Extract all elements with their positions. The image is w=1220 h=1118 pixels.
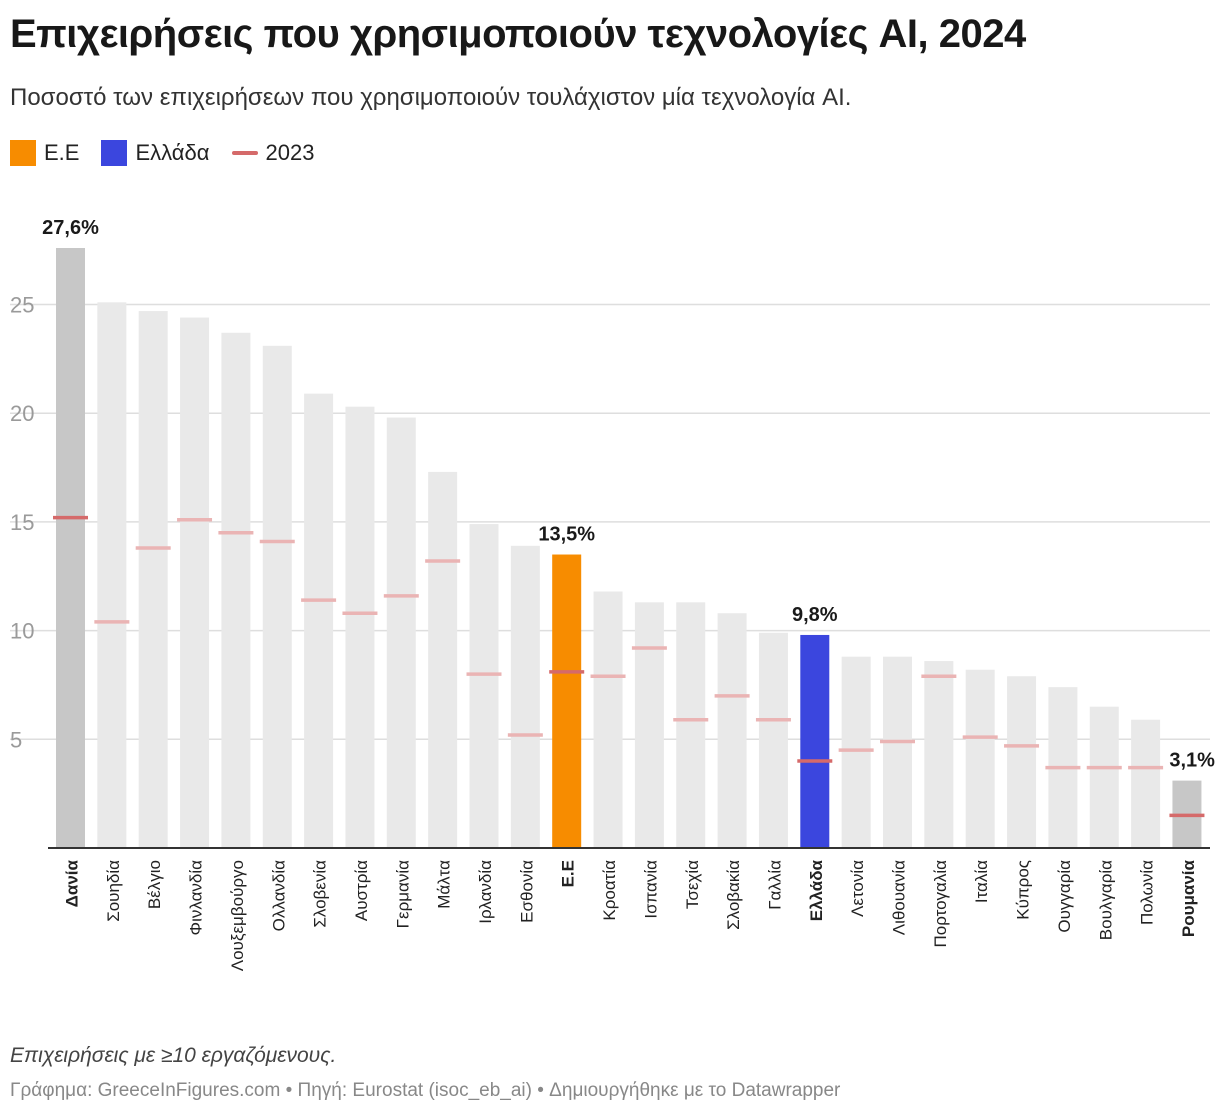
data-label: 13,5%: [538, 524, 595, 546]
legend: Ε.Ε Ελλάδα 2023: [10, 140, 336, 166]
bar: [634, 602, 664, 848]
x-tick-label: Σλοβενία: [311, 860, 330, 928]
bar: [676, 602, 706, 848]
footnote: Επιχειρήσεις με ≥10 εργαζόμενους.: [10, 1044, 337, 1067]
x-tick-label: Κροατία: [600, 860, 619, 921]
data-label: 3,1%: [1169, 750, 1215, 772]
legend-swatch-greece: [101, 140, 128, 166]
chart-title: Επιχειρήσεις που χρησιμοποιούν τεχνολογί…: [10, 12, 1026, 56]
x-tick-label: Λετονία: [848, 860, 867, 917]
bar: [180, 317, 210, 849]
bar: [138, 311, 168, 849]
bar: [593, 591, 623, 848]
y-tick-label: 20: [10, 401, 34, 426]
x-tick-label: Δανία: [63, 859, 82, 907]
x-tick-label: Μάλτα: [435, 860, 454, 909]
bar: [758, 632, 788, 848]
x-tick-label: Ολλανδία: [269, 860, 288, 932]
x-tick-label: Ισπανία: [641, 860, 660, 919]
x-tick-label: Γερμανία: [393, 860, 412, 929]
bar: [1089, 706, 1119, 848]
bar: [841, 656, 871, 848]
bar: [469, 524, 499, 848]
data-label: 9,8%: [792, 604, 838, 626]
legend-line-2023: [231, 151, 258, 155]
bar: [221, 332, 251, 848]
x-tick-label: Ρουμανία: [1179, 859, 1198, 937]
y-tick-label: 25: [10, 293, 34, 318]
x-tick-label: Αυστρία: [352, 860, 371, 921]
bar: [510, 545, 540, 848]
x-tick-label: Ιρλανδία: [476, 860, 495, 924]
x-tick-label: Βέλγιο: [145, 860, 164, 909]
x-tick-label: Σουηδία: [104, 860, 123, 922]
bar: [552, 554, 582, 848]
x-tick-label: Σλοβακία: [724, 860, 743, 930]
x-tick-label: Ιταλία: [972, 860, 991, 903]
data-label: 27,6%: [42, 217, 99, 239]
bar: [1131, 719, 1161, 848]
x-tick-label: Βουλγαρία: [1096, 860, 1115, 940]
y-tick-label: 15: [10, 510, 34, 535]
y-tick-label: 5: [10, 727, 22, 752]
bar: [800, 634, 830, 848]
legend-item-eu: Ε.Ε: [10, 140, 79, 166]
legend-swatch-eu: [10, 140, 36, 166]
legend-item-greece: Ελλάδα: [101, 140, 210, 166]
x-tick-label: Κύπρος: [1014, 860, 1033, 920]
bar: [56, 248, 85, 848]
x-tick-label: Ουγγαρία: [1055, 860, 1074, 933]
x-tick-label: Πολωνία: [1138, 860, 1157, 925]
legend-item-2023: 2023: [231, 140, 315, 166]
y-tick-label: 10: [10, 619, 34, 644]
bar: [386, 417, 416, 848]
x-tick-label: Φινλανδία: [187, 860, 206, 936]
bar: [924, 661, 954, 848]
bar: [428, 471, 458, 848]
x-tick-label: Εσθονία: [517, 860, 536, 923]
bar: [345, 406, 375, 848]
bar: [717, 613, 747, 848]
bar: [304, 393, 334, 848]
x-tick-label: Τσεχία: [683, 860, 702, 909]
chart-subtitle: Ποσοστό των επιχειρήσεων που χρησιμοποιο…: [10, 84, 852, 111]
bar: [965, 669, 995, 848]
x-tick-label: Λουξεμβούργο: [228, 860, 247, 971]
x-tick-label: Γαλλία: [765, 860, 784, 910]
x-tick-label: Ελλάδα: [807, 859, 826, 921]
bar: [262, 345, 292, 848]
bar: [883, 656, 912, 848]
x-tick-label: Πορτογαλία: [931, 860, 950, 948]
bar-chart: 5 10 15 20 25 Δανία Σουηδία Βέλγιο Φινλανδία Λουξ…: [10, 217, 1215, 971]
legend-label-greece: Ελλάδα: [135, 140, 210, 165]
bar: [1007, 676, 1037, 848]
bar: [97, 302, 127, 848]
legend-label-2023: 2023: [265, 140, 315, 165]
legend-label-eu: Ε.Ε: [44, 140, 80, 165]
source-credit: Γράφημα: GreeceInFigures.com • Πηγή: Eur…: [10, 1080, 841, 1101]
x-tick-label: Λιθουανία: [890, 860, 909, 935]
x-tick-label: Ε.Ε: [559, 860, 578, 887]
